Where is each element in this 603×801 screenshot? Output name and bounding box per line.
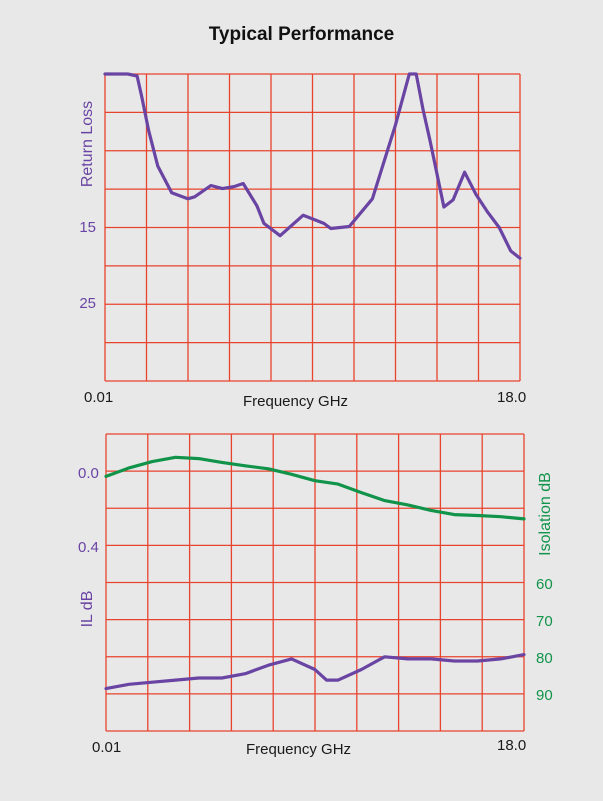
bottom-x-tick-max: 18.0 [497,737,527,754]
isolation-tick-90: 90 [536,687,553,704]
top-x-tick-max: 18.0 [497,389,527,406]
il-tick-0-0: 0.0 [78,465,99,482]
insertion-loss-isolation-chart [104,433,526,732]
il-tick-0-4: 0.4 [78,539,99,556]
return-loss-tick-15: 15 [79,219,96,236]
return-loss-axis-label: Return Loss [79,100,96,188]
top-x-axis-label: Frequency GHz [243,393,349,410]
return-loss-chart [103,72,522,382]
top-x-tick-min: 0.01 [84,389,114,406]
isolation-axis-label: Isolation dB [537,472,554,556]
il-axis-label: IL dB [79,590,96,628]
insertion-loss-line [104,653,526,691]
return-loss-line [103,72,522,260]
return-loss-tick-25: 25 [79,295,96,312]
isolation-tick-80: 80 [536,650,553,667]
isolation-line [104,455,526,521]
isolation-tick-60: 60 [536,576,553,593]
isolation-tick-70: 70 [536,613,553,630]
chart-title: Typical Performance [208,24,395,45]
bottom-x-axis-label: Frequency GHz [246,741,352,758]
bottom-x-tick-min: 0.01 [92,739,122,756]
